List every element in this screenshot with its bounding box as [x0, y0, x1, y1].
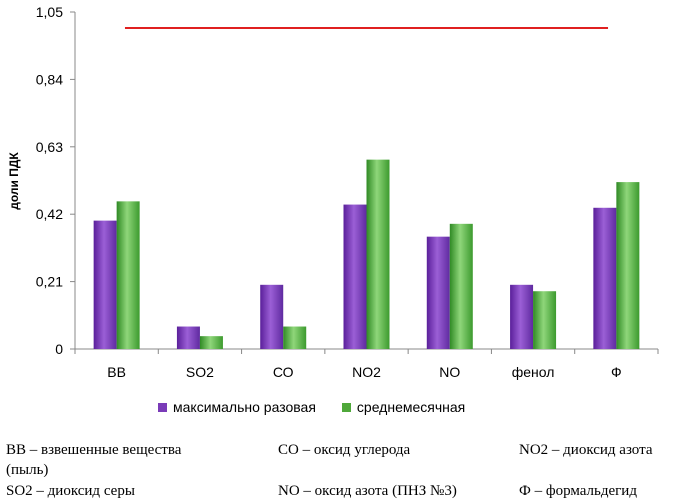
note-no2: NO2 – диоксид азота: [519, 442, 653, 458]
x-tick-label: Ф: [611, 364, 622, 380]
bar-max: [260, 284, 284, 349]
bar-max: [593, 207, 617, 349]
bar-avg: [366, 159, 390, 349]
legend-label-max: максимально разовая: [173, 399, 316, 415]
legend-swatch-avg: [341, 402, 351, 412]
note-co: СО – оксид углерода: [278, 442, 411, 458]
note-vv: ВВ – взвешенные вещества: [6, 442, 182, 458]
bar-max: [93, 220, 117, 349]
bar-avg: [283, 326, 307, 349]
note-so2: SO2 – диоксид серы: [6, 483, 135, 499]
y-tick-label: 0,84: [36, 71, 63, 87]
legend-item-avg: среднемесячная: [341, 399, 466, 415]
chart-legend: максимально разовая среднемесячная: [158, 399, 491, 415]
x-tick-label: NO: [439, 364, 460, 380]
legend-label-avg: среднемесячная: [356, 399, 466, 415]
note-vv-cont: (пыль): [6, 462, 49, 478]
bar-max: [510, 284, 534, 349]
x-tick-label: SO2: [186, 364, 214, 380]
bar-avg: [449, 223, 473, 349]
y-tick-label: 1,05: [36, 4, 63, 20]
y-axis-label: доли ПДК: [7, 152, 21, 210]
bar-avg: [616, 182, 640, 349]
y-tick-label: 0,42: [36, 206, 63, 222]
note-f: Ф – формальдегид: [519, 483, 637, 499]
legend-swatch-max: [158, 402, 167, 412]
bar-max: [176, 326, 200, 349]
y-tick-label: 0: [55, 341, 63, 357]
bar-max: [426, 236, 450, 349]
legend-item-max: максимально разовая: [158, 399, 316, 415]
x-tick-label: СО: [273, 364, 294, 380]
x-tick-label: фенол: [512, 364, 555, 380]
y-tick-label: 0,21: [36, 274, 63, 290]
bar-avg: [533, 291, 557, 349]
bar-max: [343, 204, 367, 349]
bar-chart: 0 0,21 0,42 0,63 0,84 1,05 доли ПДК ВВ SO2 СО NO2 N…: [7, 4, 659, 380]
x-tick-label: ВВ: [107, 364, 126, 380]
x-tick-label: NO2: [352, 364, 381, 380]
bar-avg: [116, 201, 140, 349]
y-tick-label: 0,63: [36, 139, 63, 155]
bar-avg: [199, 336, 223, 349]
note-no: NO – оксид азота (ПНЗ №3): [278, 483, 457, 499]
